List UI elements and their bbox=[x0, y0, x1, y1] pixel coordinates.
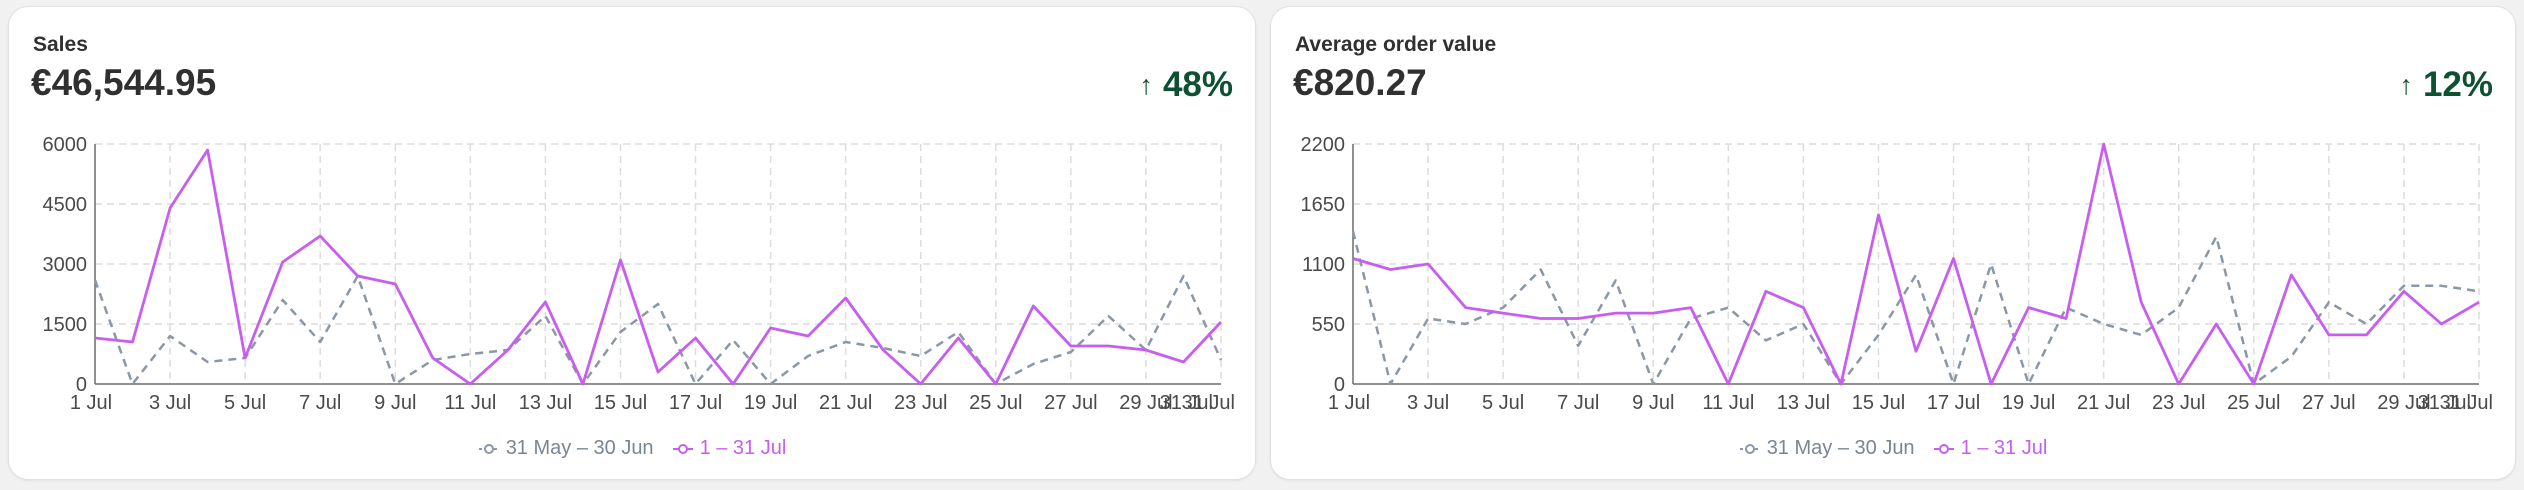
previous-period-series-line bbox=[93, 274, 1223, 386]
card-value: €820.27 bbox=[1293, 62, 1427, 103]
chart-legend: 31 May – 30 Jun 1 – 31 Jul bbox=[1271, 437, 2515, 460]
x-tick-label: 7 Jul bbox=[1557, 392, 1599, 414]
change-value: 12% bbox=[2422, 65, 2493, 104]
y-tick-label: 3000 bbox=[43, 254, 88, 276]
x-tick-label: 29 Jul bbox=[2377, 392, 2430, 414]
x-tick-label: 21 Jul bbox=[2077, 392, 2130, 414]
legend-swatch-icon bbox=[478, 443, 499, 454]
y-tick-label: 2200 bbox=[1301, 134, 1346, 156]
x-tick-label: 21 Jul bbox=[819, 392, 872, 414]
legend-item-current-period[interactable]: 1 – 31 Jul bbox=[672, 437, 787, 460]
x-tick-label: 1 Jul bbox=[1328, 392, 1370, 414]
y-tick-label: 4500 bbox=[43, 194, 88, 216]
x-tick-label: 31 Jul bbox=[2418, 392, 2471, 414]
y-tick-label: 1500 bbox=[43, 314, 88, 336]
arrow-up-icon: ↑ bbox=[1139, 69, 1153, 100]
x-tick-label: 19 Jul bbox=[744, 392, 797, 414]
x-tick-label: 15 Jul bbox=[1852, 392, 1905, 414]
sales-card: Sales €46,544.95 ↑ 48% 0 1500 3000 4500 6000… bbox=[8, 6, 1256, 480]
y-tick-label: 550 bbox=[1312, 314, 1345, 336]
x-tick-label: 23 Jul bbox=[2152, 392, 2205, 414]
x-tick-label: 17 Jul bbox=[1927, 392, 1980, 414]
current-period-series-line bbox=[94, 148, 1223, 386]
x-tick-label: 3 Jul bbox=[1407, 392, 1449, 414]
card-title: Average order value bbox=[1295, 33, 1497, 56]
y-tick-label: 1100 bbox=[1302, 254, 1345, 276]
x-tick-label: 19 Jul bbox=[2002, 392, 2055, 414]
average-order-value-line-chart: 0 550 1100 1650 2200 1 Jul 3 Jul 5 Jul 7 Jul 9 Ju… bbox=[1301, 134, 2494, 414]
legend-label: 31 May – 30 Jun bbox=[505, 437, 654, 459]
x-tick-label: 1 Jul bbox=[70, 392, 112, 414]
x-tick-label: 29 Jul bbox=[1119, 392, 1172, 414]
x-tick-label: 31 Jul bbox=[1160, 392, 1213, 414]
x-tick-label: 13 Jul bbox=[1777, 392, 1830, 414]
y-tick-label: 1650 bbox=[1301, 194, 1346, 216]
x-tick-label: 7 Jul bbox=[299, 392, 341, 414]
change-value: 48% bbox=[1162, 65, 1233, 104]
card-value: €46,544.95 bbox=[31, 62, 217, 103]
x-tick-label: 31 Jul bbox=[2440, 392, 2493, 414]
x-tick-label: 25 Jul bbox=[969, 392, 1022, 414]
card-title: Sales bbox=[33, 33, 88, 56]
sales-line-chart: 0 1500 3000 4500 6000 1 Jul 3 Jul 5 Jul 7 Jul 9 J… bbox=[43, 134, 1236, 414]
x-tick-label: 23 Jul bbox=[894, 392, 947, 414]
x-tick-label: 3 Jul bbox=[149, 392, 191, 414]
legend-item-previous-period[interactable]: 31 May – 30 Jun bbox=[1739, 437, 1915, 460]
x-tick-label: 13 Jul bbox=[519, 392, 572, 414]
x-tick-label: 15 Jul bbox=[594, 392, 647, 414]
average-order-value-card: Average order value €820.27 ↑ 12% 0 550 11… bbox=[1270, 6, 2516, 480]
change-badge: ↑ 12% bbox=[2399, 65, 2493, 105]
legend-item-previous-period[interactable]: 31 May – 30 Jun bbox=[478, 437, 654, 460]
previous-period-series-line bbox=[1351, 231, 2480, 386]
x-tick-label: 5 Jul bbox=[224, 392, 266, 414]
legend-swatch-icon bbox=[1739, 443, 1760, 454]
x-tick-label: 9 Jul bbox=[1632, 392, 1674, 414]
chart-legend: 31 May – 30 Jun 1 – 31 Jul bbox=[9, 437, 1255, 460]
x-tick-label: 5 Jul bbox=[1482, 392, 1524, 414]
x-tick-label: 9 Jul bbox=[374, 392, 416, 414]
legend-item-current-period[interactable]: 1 – 31 Jul bbox=[1933, 437, 2048, 460]
y-tick-label: 0 bbox=[1334, 374, 1345, 396]
y-tick-label: 6000 bbox=[43, 134, 88, 156]
legend-label: 1 – 31 Jul bbox=[699, 437, 787, 459]
current-period-series-line bbox=[1352, 142, 2480, 386]
x-tick-label: 25 Jul bbox=[2227, 392, 2280, 414]
x-tick-label: 11 Jul bbox=[444, 392, 496, 414]
x-tick-label: 27 Jul bbox=[1044, 392, 1097, 414]
legend-label: 1 – 31 Jul bbox=[1960, 437, 2048, 459]
x-tick-label: 11 Jul bbox=[1702, 392, 1754, 414]
x-tick-label: 27 Jul bbox=[2302, 392, 2355, 414]
legend-swatch-icon bbox=[1933, 443, 1954, 454]
legend-swatch-icon bbox=[672, 443, 693, 454]
y-tick-label: 0 bbox=[76, 374, 87, 396]
change-badge: ↑ 48% bbox=[1139, 65, 1233, 105]
arrow-up-icon: ↑ bbox=[2399, 69, 2413, 100]
legend-label: 31 May – 30 Jun bbox=[1766, 437, 1915, 459]
x-tick-label: 31 Jul bbox=[1182, 392, 1235, 414]
x-tick-label: 17 Jul bbox=[669, 392, 722, 414]
